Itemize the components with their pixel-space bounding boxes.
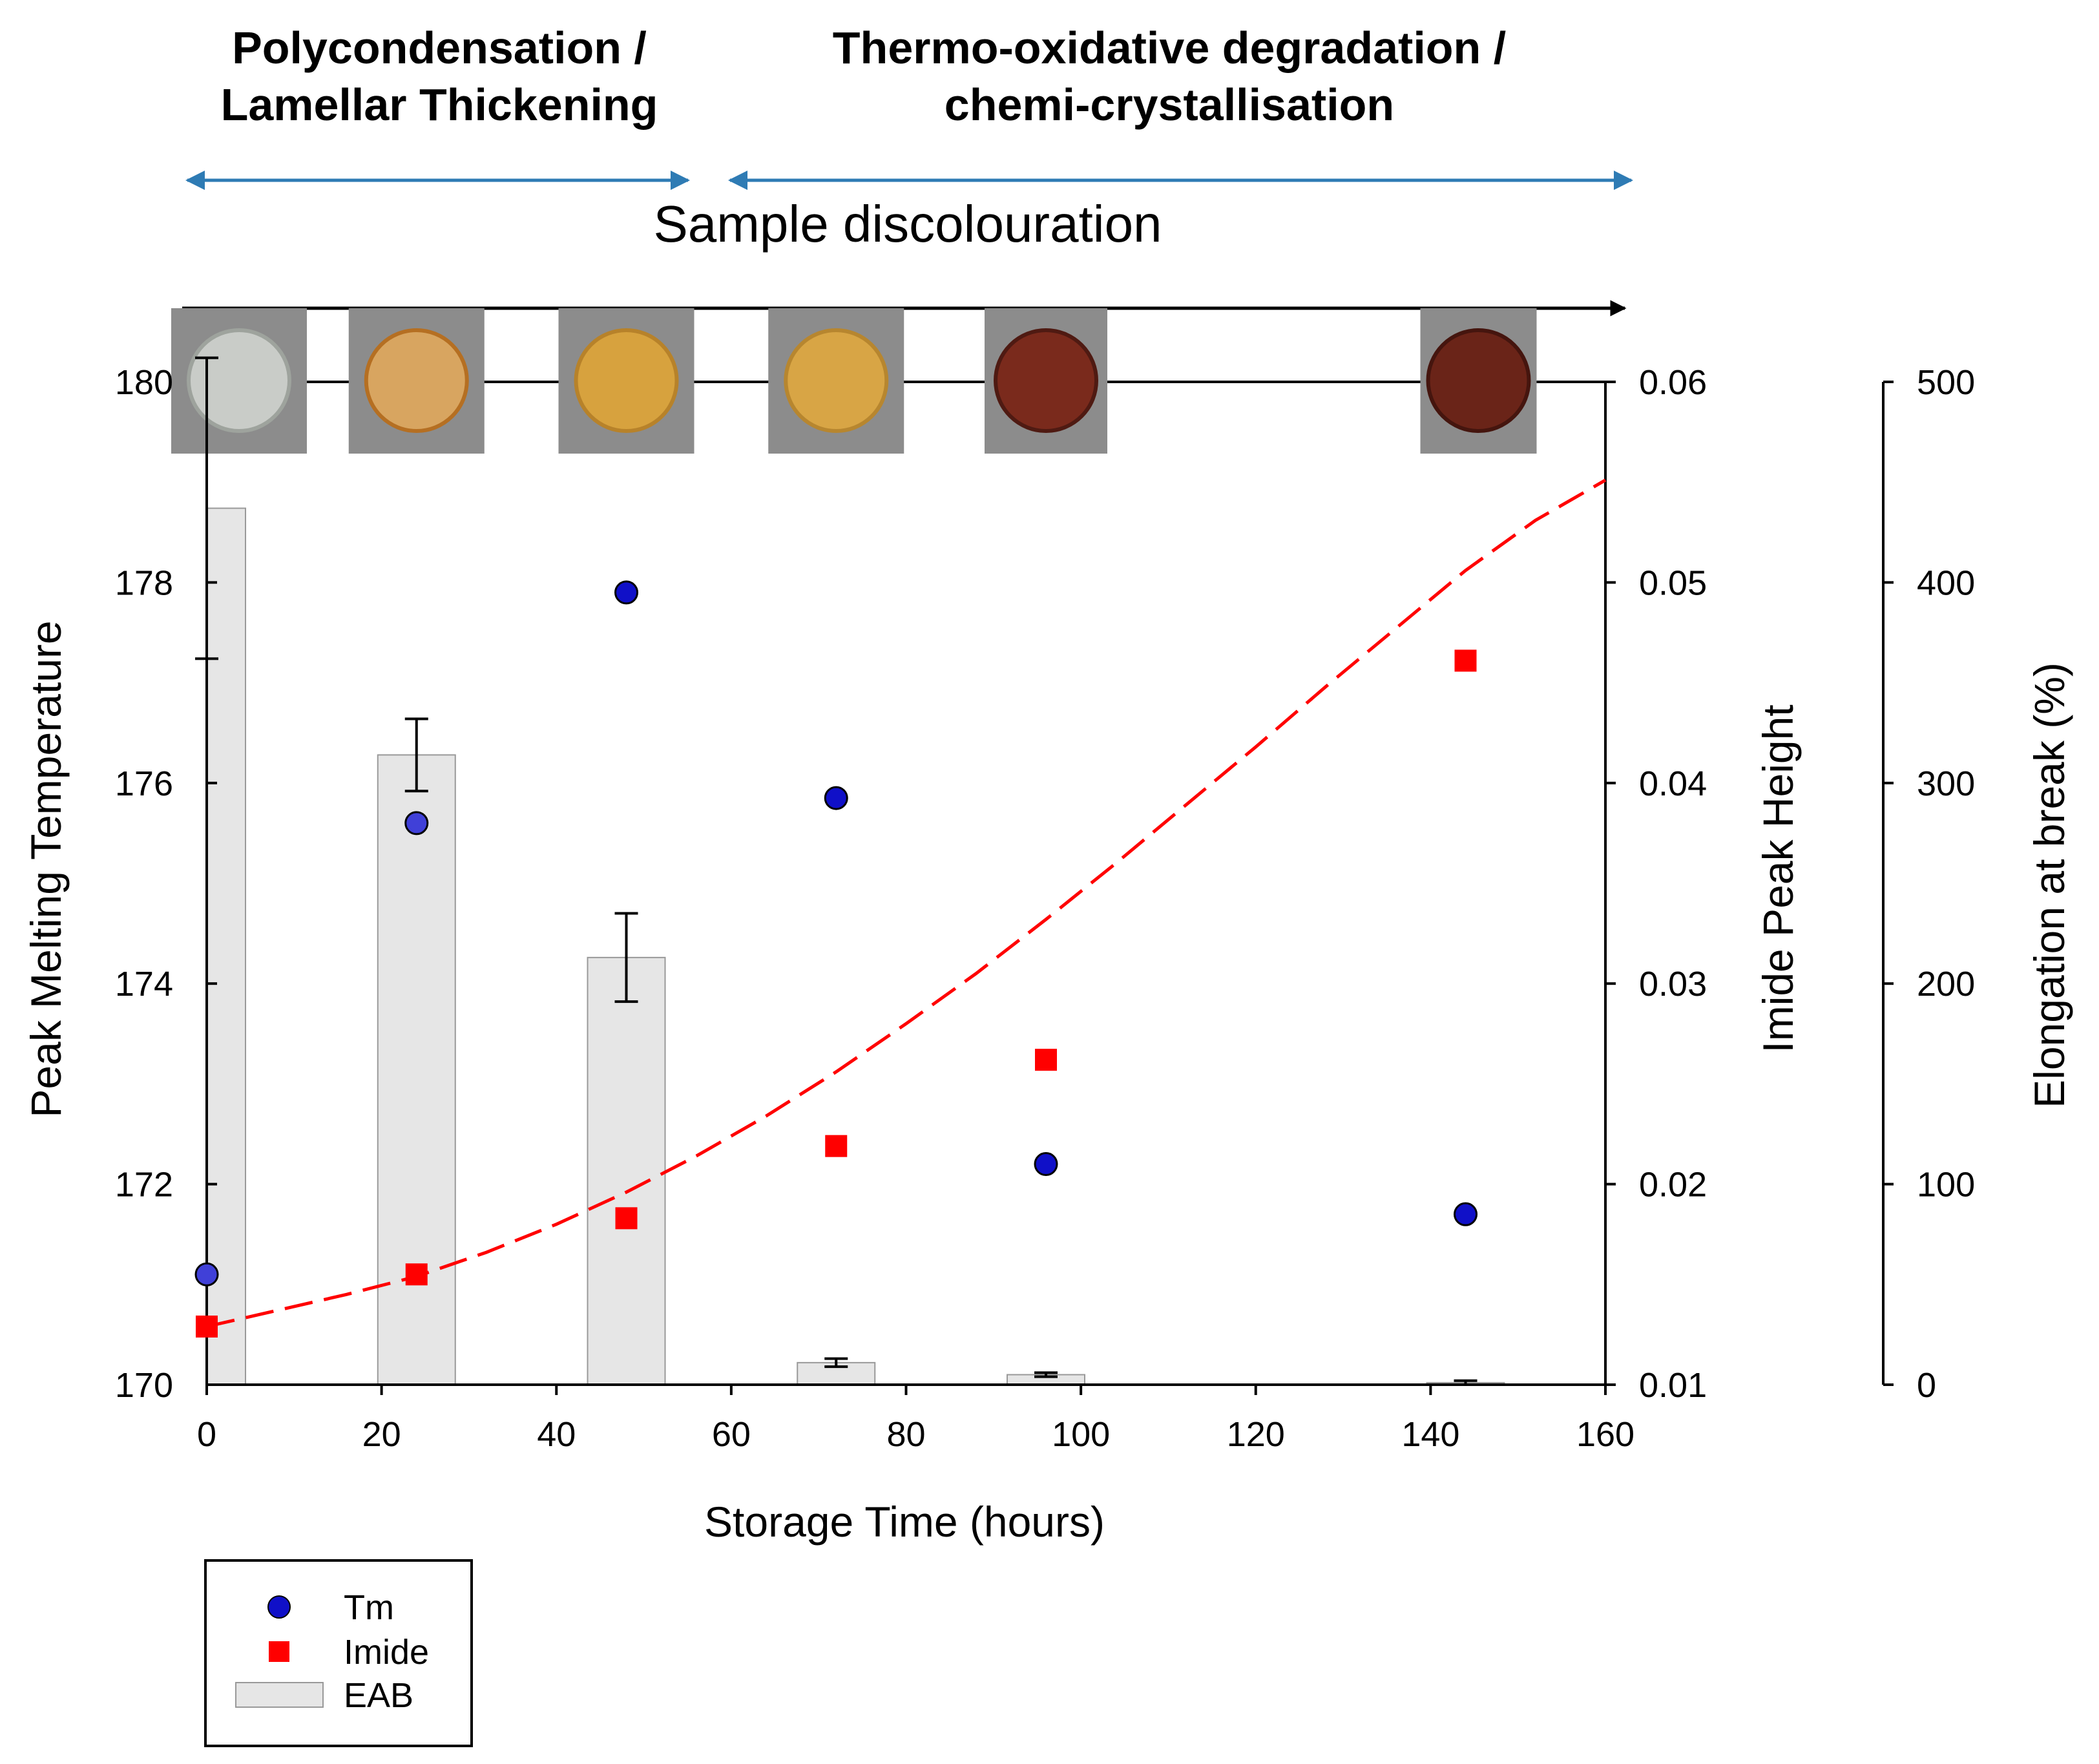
legend-imide-label: Imide bbox=[344, 1633, 429, 1672]
imide-point bbox=[405, 1263, 428, 1286]
eab-bars bbox=[206, 507, 1505, 1385]
sample-disc bbox=[994, 328, 1098, 433]
y-right1-tick-label: 0.05 bbox=[1639, 563, 1707, 602]
phase-right-line2: chemi-crystallisation bbox=[945, 79, 1394, 130]
sample-disc bbox=[364, 328, 469, 433]
x-tick-label: 0 bbox=[197, 1415, 216, 1454]
axes bbox=[205, 382, 1885, 1386]
phase-left-line1: Polycondensation / bbox=[232, 23, 647, 73]
eab-bar bbox=[377, 754, 456, 1385]
y-left-tick-label: 178 bbox=[115, 563, 173, 602]
y-right2-tick-label: 100 bbox=[1917, 1166, 1975, 1204]
imide-point bbox=[615, 1207, 638, 1230]
tm-points bbox=[194, 580, 1478, 1286]
x-tick-label: 60 bbox=[712, 1415, 751, 1454]
legend-tm-marker bbox=[267, 1595, 291, 1619]
imide-point bbox=[1454, 649, 1477, 672]
x-tick-label: 160 bbox=[1576, 1415, 1634, 1454]
x-tick-label: 120 bbox=[1227, 1415, 1285, 1454]
legend-box bbox=[204, 1559, 473, 1747]
y-right2-tick-label: 300 bbox=[1917, 764, 1975, 803]
x-ticks: 0 20 40 60 80 100 120 140 160 bbox=[197, 1385, 1634, 1454]
phase-annotations: Polycondensation / Lamellar Thickening T… bbox=[182, 23, 1633, 317]
tm-point bbox=[1454, 1202, 1478, 1226]
legend-tm-label: Tm bbox=[344, 1588, 394, 1627]
eab-bar bbox=[206, 507, 246, 1385]
sample-disc bbox=[574, 328, 679, 433]
x-tick-label: 20 bbox=[362, 1415, 401, 1454]
x-tick-label: 40 bbox=[537, 1415, 576, 1454]
legend-imide-marker bbox=[269, 1641, 289, 1662]
y-right2-tick-label: 400 bbox=[1917, 563, 1975, 602]
y-left-tick-label: 172 bbox=[115, 1166, 173, 1204]
y-right1-tick-label: 0.02 bbox=[1639, 1166, 1707, 1204]
legend: Tm Imide EAB bbox=[204, 1559, 473, 1747]
legend-eab-marker bbox=[235, 1682, 324, 1708]
discolouration-label: Sample discolouration bbox=[653, 195, 1162, 253]
tm-point bbox=[404, 811, 429, 835]
sample-disc bbox=[784, 328, 889, 433]
y-right2-tick-label: 500 bbox=[1917, 363, 1975, 402]
tm-point bbox=[1034, 1152, 1058, 1177]
y-right1-axis-label: Imide Peak Height bbox=[1754, 704, 1802, 1053]
imide-point bbox=[1035, 1049, 1057, 1071]
x-tick-label: 140 bbox=[1401, 1415, 1459, 1454]
y-right1-tick-label: 0.04 bbox=[1639, 764, 1707, 803]
y-left-tick-label: 170 bbox=[115, 1366, 173, 1405]
y-right2-axis-label: Elongation at break (%) bbox=[2025, 662, 2073, 1108]
sample-photos bbox=[171, 308, 1537, 454]
y-right2-tick-label: 200 bbox=[1917, 965, 1975, 1003]
imide-fit-curve bbox=[206, 478, 1607, 1328]
y-left-axis-label: Peak Melting Temperature bbox=[22, 620, 70, 1117]
y-right1-tick-label: 0.06 bbox=[1639, 363, 1707, 402]
phase-right-line1: Thermo-oxidative degradation / bbox=[833, 23, 1506, 73]
x-tick-label: 100 bbox=[1052, 1415, 1110, 1454]
y-left-tick-label: 180 bbox=[115, 363, 173, 402]
tm-point bbox=[824, 786, 848, 810]
imide-points bbox=[196, 649, 1477, 1338]
y-right1-tick-label: 0.01 bbox=[1639, 1366, 1707, 1405]
phase-left-line2: Lamellar Thickening bbox=[221, 79, 658, 130]
sample-disc bbox=[187, 328, 291, 433]
y-right1-tick-label: 0.03 bbox=[1639, 965, 1707, 1003]
imide-point bbox=[196, 1315, 218, 1338]
y-right1-ticks: 0.01 0.02 0.03 0.04 0.05 0.06 bbox=[1605, 363, 1707, 1405]
y-right2-tick-label: 0 bbox=[1917, 1366, 1936, 1405]
x-axis-label: Storage Time (hours) bbox=[704, 1498, 1105, 1546]
y-left-tick-label: 176 bbox=[115, 764, 173, 803]
x-tick-label: 80 bbox=[886, 1415, 925, 1454]
tm-point bbox=[614, 580, 638, 605]
y-left-tick-label: 174 bbox=[115, 965, 173, 1003]
imide-point bbox=[825, 1135, 848, 1157]
legend-eab-label: EAB bbox=[344, 1676, 413, 1715]
sample-disc bbox=[1426, 328, 1531, 433]
y-left-ticks: 170 172 174 176 178 180 bbox=[115, 363, 217, 1405]
y-right2-ticks: 0 100 200 300 400 500 bbox=[1883, 363, 1975, 1405]
eab-bar bbox=[587, 956, 666, 1385]
tm-point bbox=[194, 1262, 219, 1286]
